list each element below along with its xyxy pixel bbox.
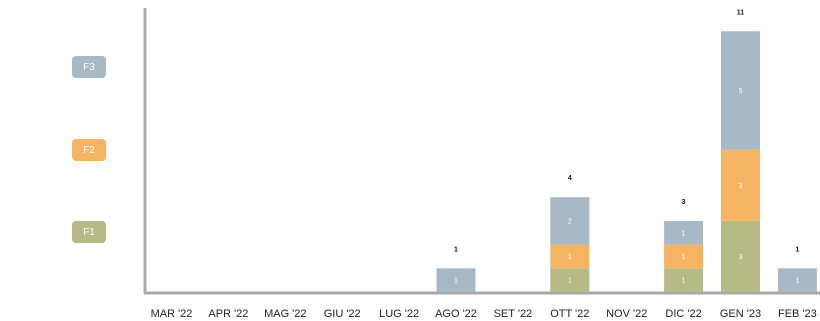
bar-segment-f2 xyxy=(550,244,590,269)
legend-f3-label: F3 xyxy=(83,61,95,73)
segment-value-label: 1 xyxy=(568,278,572,285)
legend-f1: F1 xyxy=(72,221,106,243)
x-tick-label: MAR '22 xyxy=(151,308,193,320)
x-tick-label: MAG '22 xyxy=(264,308,306,320)
segment-value-label: 2 xyxy=(568,218,572,225)
bar-segment-f1 xyxy=(550,268,590,292)
bar-segment-f2 xyxy=(664,244,704,269)
legend-f3: F3 xyxy=(72,56,106,78)
segment-value-label: 1 xyxy=(568,254,572,261)
x-tick-label: NOV '22 xyxy=(606,308,647,320)
x-tick-label: GEN '23 xyxy=(720,308,761,320)
segment-value-label: 3 xyxy=(739,254,743,261)
bar-segment-f3 xyxy=(550,197,590,245)
legend-f1-label: F1 xyxy=(83,226,95,238)
bar-segment-f1 xyxy=(721,220,760,292)
segment-value-label: 1 xyxy=(682,254,686,261)
bar-total-label: 11 xyxy=(737,9,745,16)
x-tick-label: FEB '23 xyxy=(778,308,817,320)
x-tick-label: LUG '22 xyxy=(379,308,419,320)
bar-total-label: 1 xyxy=(454,246,458,253)
segment-value-label: 3 xyxy=(739,183,743,190)
bar-segment-f2 xyxy=(721,149,760,221)
bar-segment-f3 xyxy=(436,268,476,292)
x-tick-label: DIC '22 xyxy=(665,308,701,320)
x-tick-label: AGO '22 xyxy=(435,308,477,320)
bar-total-label: 1 xyxy=(795,246,799,253)
x-tick-label: OTT '22 xyxy=(550,308,589,320)
segment-value-label: 1 xyxy=(795,278,799,285)
x-tick-label: SET '22 xyxy=(494,308,533,320)
segment-value-label: 1 xyxy=(454,278,458,285)
segment-value-label: 5 xyxy=(739,88,743,95)
bar-segment-f1 xyxy=(664,268,704,292)
bar-segment-f3 xyxy=(721,31,760,150)
segment-value-label: 1 xyxy=(682,278,686,285)
bar-segment-f3 xyxy=(664,220,704,245)
x-tick-label: APR '22 xyxy=(208,308,248,320)
bar-segment-f3 xyxy=(777,268,817,292)
bar-total-label: 4 xyxy=(568,175,572,182)
legend-f2-label: F2 xyxy=(83,144,95,156)
x-tick-label: GIU '22 xyxy=(324,308,361,320)
legend-f2: F2 xyxy=(72,139,106,161)
bar-total-label: 3 xyxy=(682,199,686,206)
segment-value-label: 1 xyxy=(682,230,686,237)
